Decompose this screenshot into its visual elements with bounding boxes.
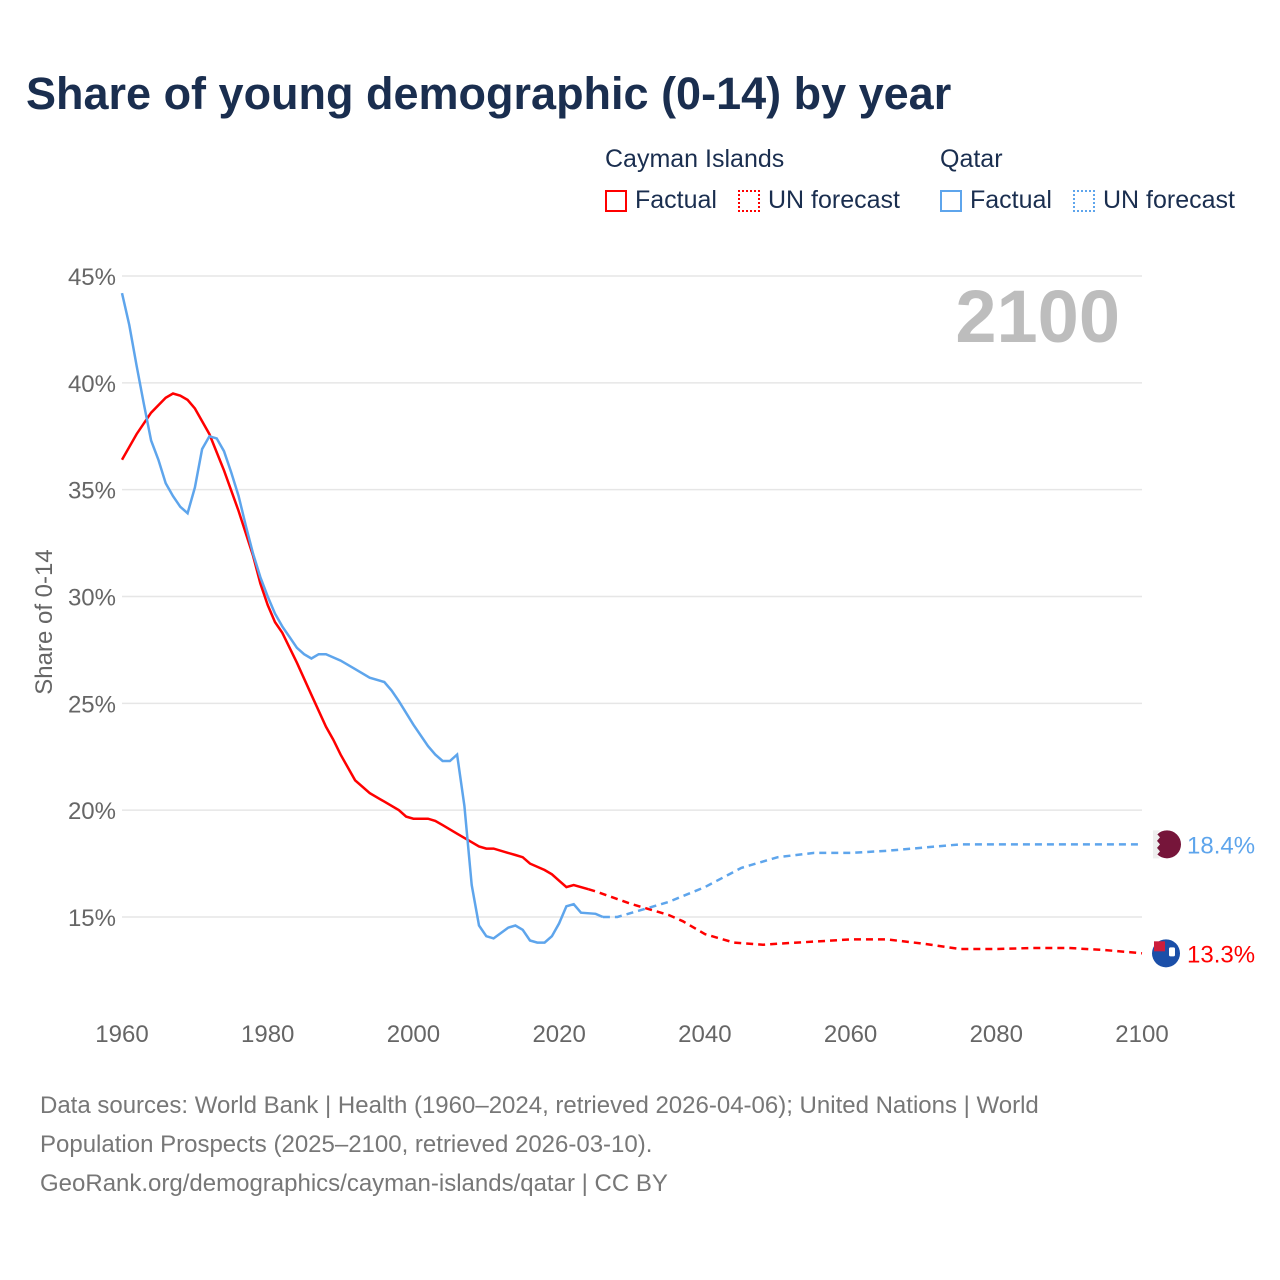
legend-cayman-factual[interactable]: Factual — [605, 186, 717, 215]
legend-label: UN forecast — [768, 186, 900, 214]
end-label-qatar: 18.4% — [1187, 832, 1255, 859]
footer: Data sources: World Bank | Health (1960–… — [40, 1086, 1190, 1203]
x-tick-label: 2000 — [387, 1021, 440, 1048]
series-cayman-forecast-line — [587, 888, 1143, 955]
legend-qatar-factual[interactable]: Factual — [940, 186, 1052, 215]
legend-swatch — [605, 189, 627, 212]
legend-label: Factual — [635, 186, 717, 214]
chart-title: Share of young demographic (0-14) by yea… — [26, 68, 952, 119]
legend-swatch — [738, 189, 760, 212]
qatar-flag-serration — [1153, 830, 1160, 859]
legend-group-cayman: Cayman Islands — [605, 145, 785, 173]
end-label-cayman: 13.3% — [1187, 941, 1255, 968]
y-tick-label: 35% — [68, 478, 116, 505]
legend-swatch — [940, 189, 962, 212]
x-tick-label: 2060 — [824, 1021, 877, 1048]
x-tick-label: 2080 — [970, 1021, 1023, 1048]
y-tick-label: 20% — [68, 798, 116, 825]
footer-sources-cont: Population Prospects (2025–2100, retriev… — [40, 1131, 653, 1158]
series-cayman-factual-line — [120, 392, 589, 891]
y-tick-label: 40% — [68, 371, 116, 398]
x-tick-label: 2020 — [532, 1021, 585, 1048]
footer-link[interactable]: GeoRank.org/demographics/cayman-islands/… — [40, 1170, 668, 1197]
x-tick-label: 1980 — [241, 1021, 294, 1048]
legend-label: UN forecast — [1103, 186, 1235, 214]
x-tick-label: 1960 — [95, 1021, 148, 1048]
y-tick-label: 15% — [68, 905, 116, 932]
legend-group-qatar: Qatar — [940, 145, 1003, 173]
cayman-flag-union-jack — [1154, 941, 1165, 952]
y-tick-label: 25% — [68, 691, 116, 718]
year-indicator: 2100 — [955, 275, 1120, 358]
x-tick-label: 2040 — [678, 1021, 731, 1048]
chart-area: 15% 20% 25% 30% 35% 40% 45% 1960 1980 2000 2020 204… — [31, 264, 1255, 1048]
x-tick-label: 2100 — [1115, 1021, 1168, 1048]
legend-label: Factual — [970, 186, 1052, 214]
legend-swatch — [1073, 189, 1095, 212]
y-tick-label: 30% — [68, 585, 116, 612]
legend-cayman-forecast[interactable]: UN forecast — [738, 186, 900, 215]
footer-sources: Data sources: World Bank | Health (1960–… — [40, 1092, 1039, 1119]
legend-qatar-forecast[interactable]: UN forecast — [1073, 186, 1235, 215]
series-qatar-factual-line — [120, 292, 604, 944]
series-qatar-forecast-line — [602, 843, 1142, 919]
cayman-flag-crest — [1169, 947, 1175, 957]
y-axis-label: Share of 0-14 — [31, 549, 58, 694]
y-tick-label: 45% — [68, 264, 116, 291]
